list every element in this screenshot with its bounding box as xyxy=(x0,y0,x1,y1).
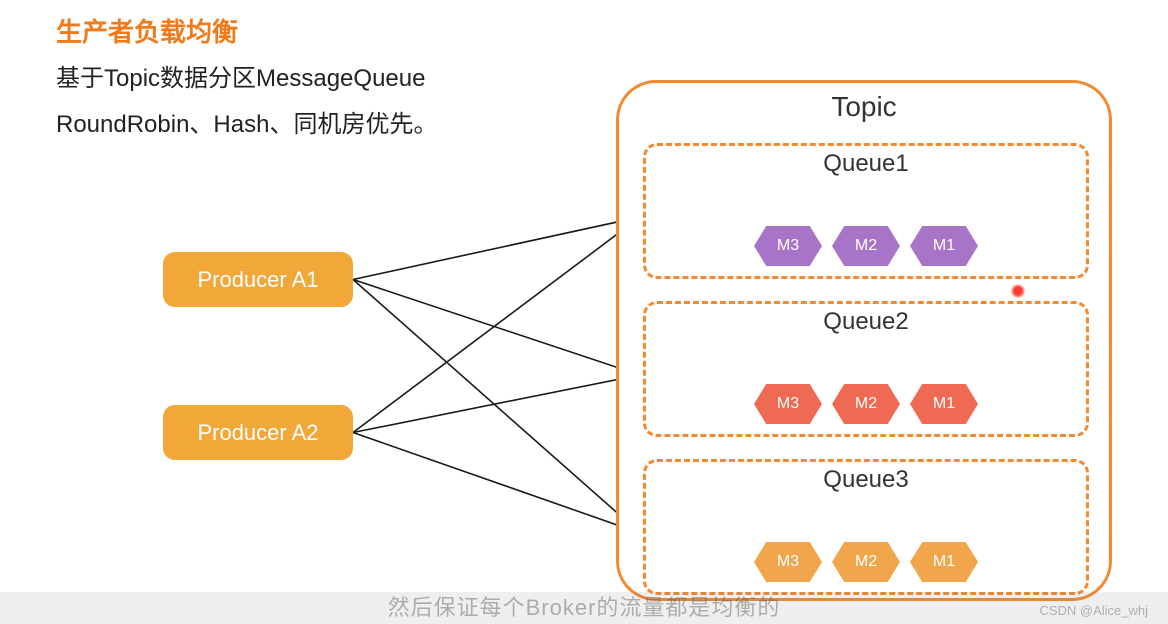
edge-line xyxy=(353,280,640,376)
edge-line xyxy=(353,217,640,433)
edge-line xyxy=(353,280,640,534)
queue-q3: Queue3 M3M2M1 xyxy=(643,459,1089,595)
topic-container: Topic Queue1M3M2M1Queue2M3M2M1Queue3M3M2… xyxy=(616,80,1112,601)
message-row: M3M2M1 xyxy=(646,384,1086,424)
queue-title-q1: Queue1 xyxy=(646,150,1086,178)
queue-q1: Queue1 M3M2M1 xyxy=(643,143,1089,279)
message-hex: M1 xyxy=(910,542,978,582)
message-hex: M2 xyxy=(832,384,900,424)
message-hex: M2 xyxy=(832,542,900,582)
message-hex: M3 xyxy=(754,226,822,266)
message-hex: M1 xyxy=(910,384,978,424)
message-hex: M3 xyxy=(754,384,822,424)
queue-q2: Queue2 M3M2M1 xyxy=(643,301,1089,437)
message-row: M3M2M1 xyxy=(646,226,1086,266)
desc-line-1: 基于Topic数据分区MessageQueue xyxy=(56,58,425,93)
message-row: M3M2M1 xyxy=(646,542,1086,582)
producer-a1: Producer A1 xyxy=(163,252,353,307)
edge-line xyxy=(353,217,640,280)
desc-line-2: RoundRobin、Hash、同机房优先。 xyxy=(56,104,437,139)
queue-title-q2: Queue2 xyxy=(646,308,1086,336)
producer-a2: Producer A2 xyxy=(163,405,353,460)
message-hex: M2 xyxy=(832,226,900,266)
edge-line xyxy=(353,433,640,534)
laser-pointer-icon xyxy=(1011,284,1025,298)
queue-title-q3: Queue3 xyxy=(646,466,1086,494)
topic-title: Topic xyxy=(619,91,1109,123)
message-hex: M1 xyxy=(910,226,978,266)
heading-title: 生产者负载均衡 xyxy=(56,12,238,49)
message-hex: M3 xyxy=(754,542,822,582)
edge-line xyxy=(353,375,640,433)
subtitle-bar: 然后保证每个Broker的流量都是均衡的 xyxy=(0,592,1168,624)
watermark-text: CSDN @Alice_whj xyxy=(1039,603,1148,618)
